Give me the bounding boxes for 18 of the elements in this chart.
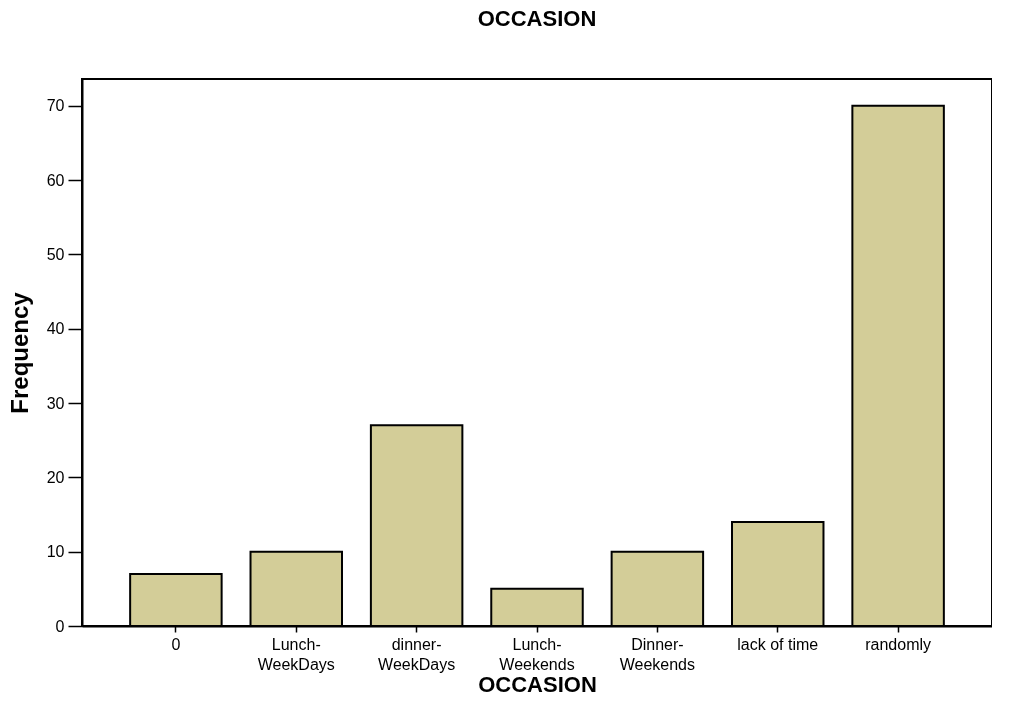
y-tick-label: 70 — [46, 97, 65, 115]
y-tick-label: 60 — [46, 171, 65, 189]
y-tick-label: 0 — [55, 617, 65, 635]
y-axis-title: Frequency — [5, 291, 33, 414]
y-tick-label: 10 — [46, 543, 65, 561]
chart-title: OCCASION — [477, 6, 597, 31]
x-tick-label: dinner-WeekDays — [378, 635, 456, 673]
x-tick-label: 0 — [171, 635, 181, 653]
x-tick-label: Lunch-WeekDays — [257, 635, 335, 673]
y-tick-label: 20 — [46, 468, 65, 486]
x-tick-label: Lunch-Weekends — [499, 635, 575, 673]
y-tick-label: 50 — [46, 245, 65, 263]
y-tick-label: 30 — [46, 394, 65, 412]
x-tick-label: randomly — [865, 635, 932, 653]
x-tick-label: lack of time — [737, 635, 819, 653]
x-axis-title: OCCASION — [478, 671, 597, 697]
x-tick-label: Dinner-Weekends — [619, 635, 696, 673]
y-tick-label: 40 — [46, 320, 65, 338]
